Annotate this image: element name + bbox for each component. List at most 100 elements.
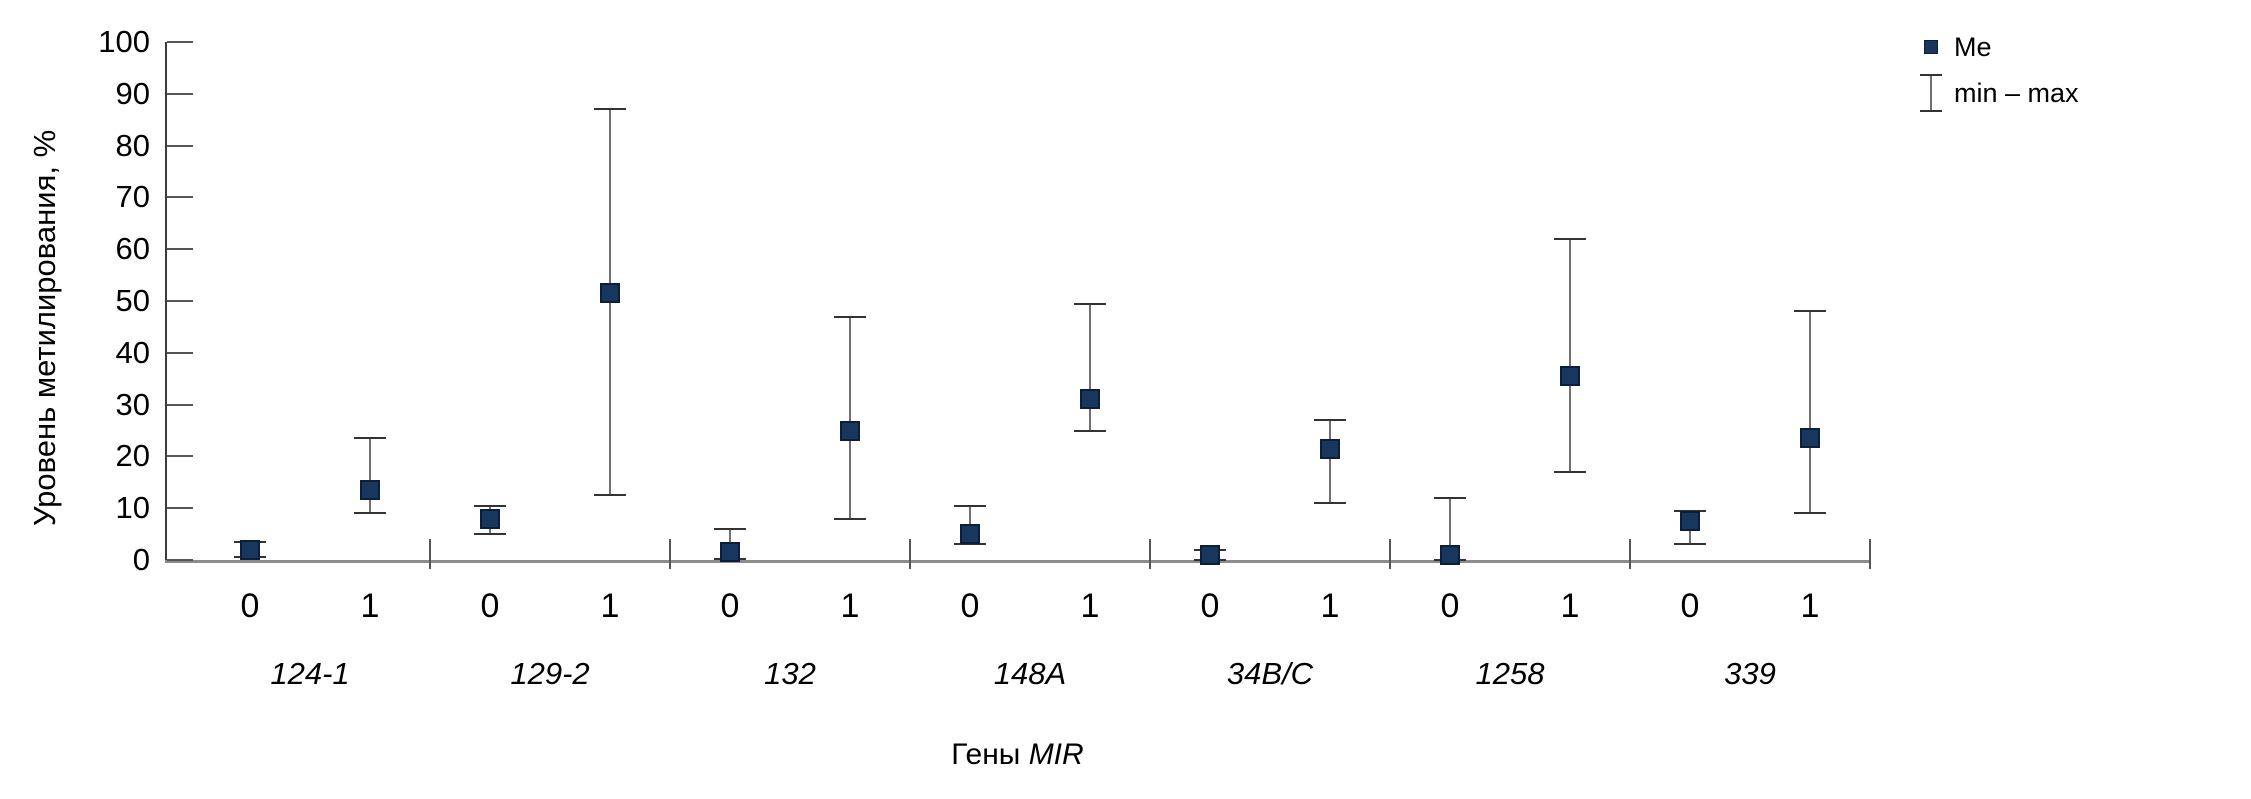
x-subcategory-label: 1 <box>1320 587 1340 625</box>
whisker-cap-max <box>1794 310 1826 313</box>
group-separator-tick <box>1629 539 1631 569</box>
whisker-cap-min <box>1674 543 1706 546</box>
y-tick-label: 80 <box>115 127 150 163</box>
gene-group-label: 129-2 <box>510 656 590 691</box>
legend-row-minmax: min – max <box>1918 70 2218 116</box>
whisker-cap-max <box>1434 496 1466 499</box>
legend-label-me: Me <box>1954 31 1992 62</box>
group-separator-tick <box>909 539 911 569</box>
whisker-cap-max <box>474 504 506 507</box>
minmax-whisker <box>1449 497 1451 560</box>
whisker-cap-min <box>474 533 506 536</box>
y-tick-label: 40 <box>115 334 150 370</box>
x-subcategory-label: 0 <box>240 587 260 625</box>
y-tick-label: 50 <box>115 283 150 318</box>
me-marker <box>1800 428 1820 449</box>
me-marker <box>600 283 620 304</box>
x-axis-title-regular: Гены <box>951 738 1029 771</box>
gene-group-label: 34B/C <box>1226 656 1314 691</box>
group-separator-tick <box>1149 539 1151 569</box>
gene-group-label: 124-1 <box>270 656 350 691</box>
x-subcategory-label: 0 <box>960 587 980 625</box>
y-tick-label: 0 <box>132 542 150 577</box>
y-tick-label: 20 <box>115 438 150 474</box>
y-tick-label: 100 <box>98 24 150 59</box>
x-subcategory-label: 0 <box>1440 587 1460 625</box>
x-subcategory-label: 1 <box>600 587 620 625</box>
me-marker <box>960 524 980 545</box>
legend: Me min – max <box>1918 24 2218 116</box>
y-tick <box>167 559 193 561</box>
legend-label-minmax: min – max <box>1954 77 2079 108</box>
group-separator-tick <box>1389 539 1391 569</box>
whisker-cap-min <box>1794 512 1826 515</box>
me-marker <box>1200 544 1220 565</box>
whisker-cap-min <box>834 517 866 520</box>
y-tick <box>167 300 193 302</box>
whisker-cap-max <box>954 504 986 507</box>
minmax-whisker <box>1809 311 1811 514</box>
whisker-cap-max <box>1554 237 1586 240</box>
whisker-cap-max <box>714 527 746 530</box>
x-axis-line <box>165 560 1870 563</box>
y-tick-label: 60 <box>115 231 150 267</box>
y-tick <box>167 41 193 43</box>
me-marker <box>1440 544 1460 565</box>
whisker-cap-min <box>1074 429 1106 432</box>
minmax-whisker-icon <box>1918 74 1944 112</box>
gene-group-label: 132 <box>764 656 816 691</box>
x-subcategory-label: 1 <box>360 587 380 625</box>
me-marker <box>720 542 740 563</box>
y-tick <box>167 403 193 406</box>
me-marker <box>480 508 500 529</box>
whisker-cap-min <box>1314 502 1346 505</box>
whisker-cap-min <box>594 494 626 497</box>
me-marker-icon <box>1924 40 1938 54</box>
gene-group-label: 148A <box>993 656 1067 691</box>
group-separator-tick <box>1869 539 1871 569</box>
minmax-whisker <box>369 438 371 514</box>
whisker-cap-min <box>954 543 986 546</box>
y-tick <box>167 196 193 199</box>
x-subcategory-label: 1 <box>1560 587 1580 625</box>
x-subcategory-label: 1 <box>840 587 860 625</box>
me-marker <box>240 539 260 560</box>
x-subcategory-label: 0 <box>720 587 740 625</box>
group-separator-tick <box>429 539 431 569</box>
whisker-cap-max <box>594 108 626 111</box>
me-marker <box>1320 438 1340 459</box>
whisker-cap-min <box>1554 470 1586 473</box>
y-tick <box>167 507 193 510</box>
minmax-whisker <box>1329 420 1331 503</box>
whisker-cap-max <box>1074 302 1106 305</box>
x-subcategory-label: 1 <box>1800 587 1820 625</box>
y-tick-label: 30 <box>115 386 150 422</box>
gene-group-label: 1258 <box>1475 656 1545 691</box>
y-tick-label: 90 <box>115 75 150 111</box>
x-subcategory-label: 1 <box>1080 587 1100 625</box>
y-tick-label: 10 <box>115 490 150 526</box>
whisker-cap-max <box>1314 419 1346 422</box>
minmax-whisker <box>1089 303 1091 431</box>
x-subcategory-label: 0 <box>1680 587 1700 625</box>
me-marker <box>840 420 860 441</box>
me-marker <box>1680 511 1700 532</box>
me-marker <box>360 480 380 501</box>
me-marker <box>1560 366 1580 387</box>
whisker-cap-max <box>834 315 866 318</box>
me-marker <box>1080 389 1100 410</box>
whisker-cap-min <box>354 512 386 515</box>
group-separator-tick <box>669 539 671 569</box>
whisker-cap-max <box>1674 509 1706 512</box>
whisker-cap-max <box>354 437 386 440</box>
y-tick <box>167 144 193 147</box>
minmax-whisker <box>849 316 851 519</box>
x-axis-title-italic: MIR <box>1028 738 1084 771</box>
x-subcategory-label: 0 <box>1200 587 1220 625</box>
gene-group-label: 339 <box>1724 656 1776 691</box>
y-tick <box>167 351 193 354</box>
x-axis-title: Гены MIR <box>165 738 1870 772</box>
x-subcategory-label: 0 <box>480 587 500 625</box>
